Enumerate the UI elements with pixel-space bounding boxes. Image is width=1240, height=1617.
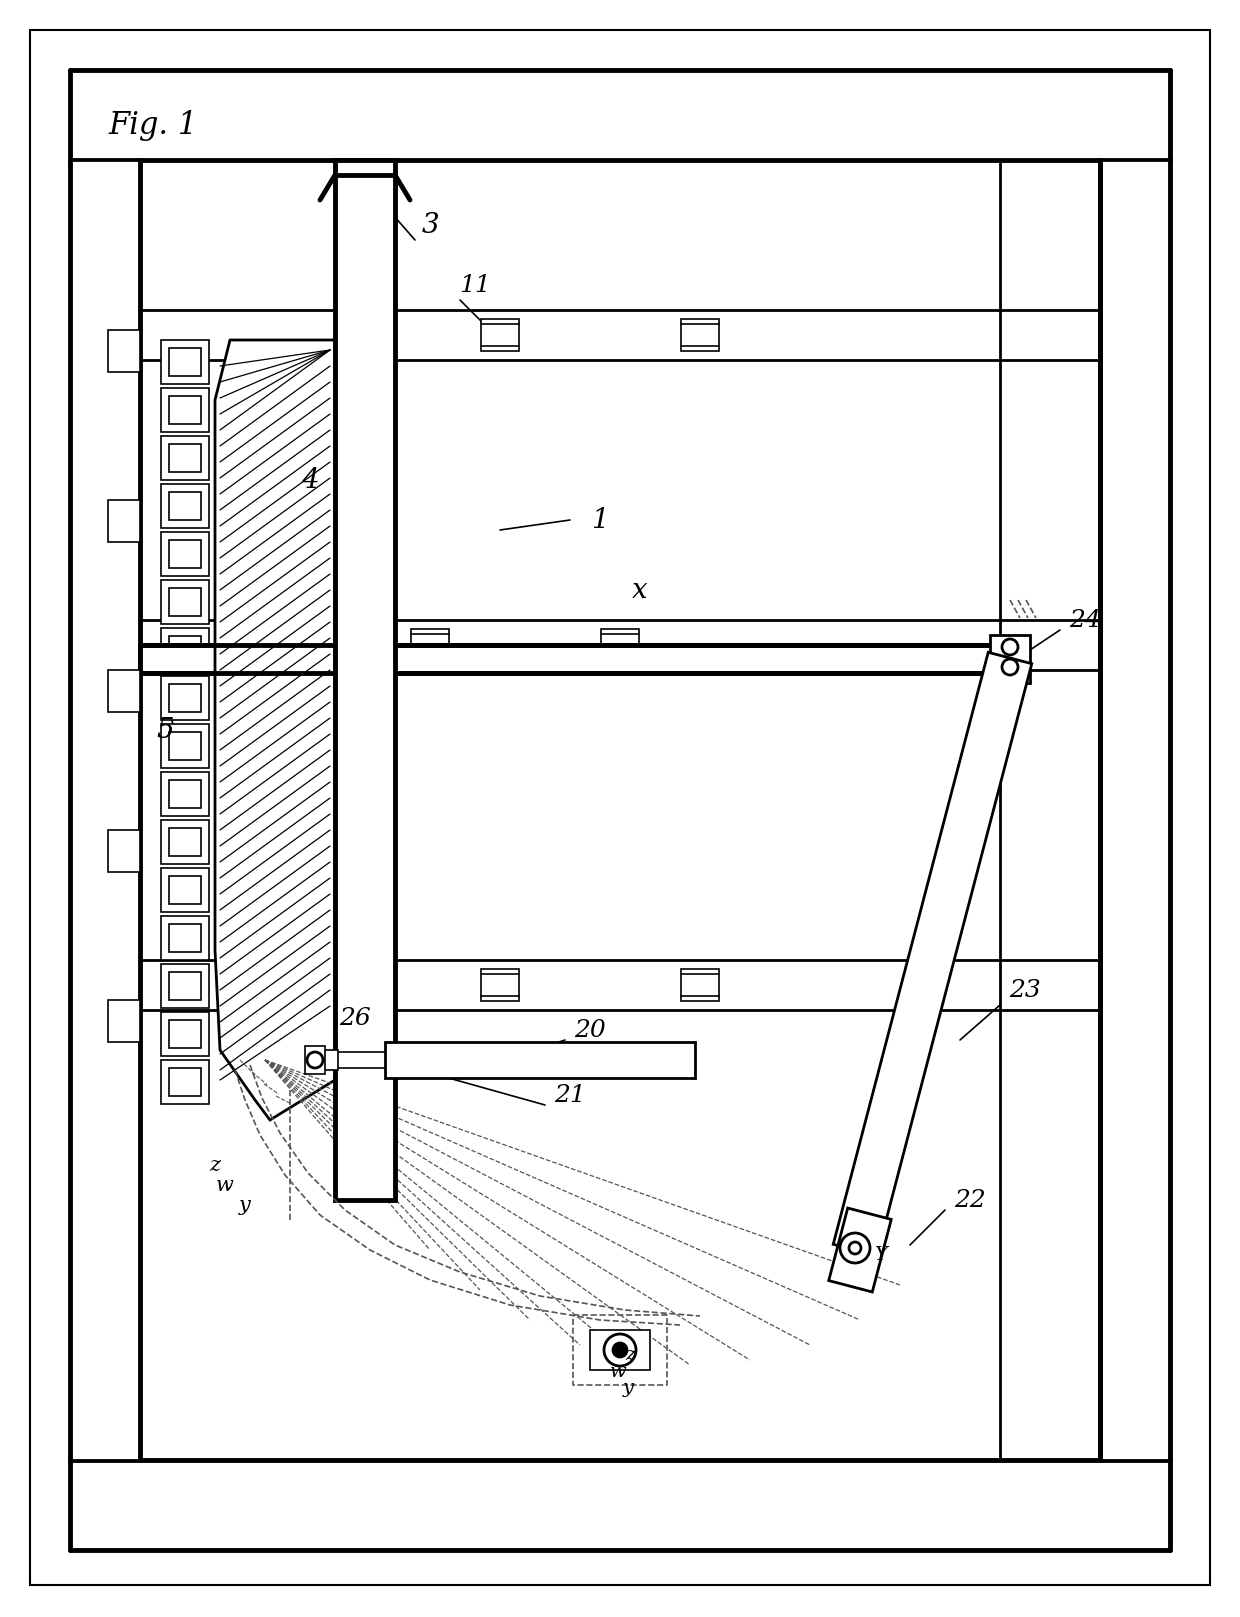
Bar bbox=[140, 645, 999, 673]
Text: 11: 11 bbox=[459, 273, 491, 296]
Bar bbox=[169, 876, 201, 904]
Bar bbox=[481, 319, 520, 351]
Text: Y: Y bbox=[873, 1247, 887, 1264]
Bar bbox=[169, 635, 201, 665]
Bar bbox=[169, 396, 201, 424]
Bar bbox=[69, 160, 140, 1460]
Bar bbox=[410, 629, 449, 661]
Text: 22: 22 bbox=[954, 1188, 986, 1211]
Circle shape bbox=[604, 1334, 636, 1366]
Bar bbox=[335, 160, 396, 1200]
Bar bbox=[161, 915, 210, 960]
Bar bbox=[161, 532, 210, 576]
Bar bbox=[161, 1061, 210, 1104]
Bar bbox=[169, 492, 201, 521]
Bar bbox=[481, 969, 520, 1001]
Bar bbox=[384, 1041, 694, 1079]
Bar bbox=[161, 964, 210, 1007]
Polygon shape bbox=[215, 340, 335, 1121]
Text: Fig. 1: Fig. 1 bbox=[108, 110, 197, 141]
Bar bbox=[161, 388, 210, 432]
Bar bbox=[990, 635, 1030, 682]
Text: w: w bbox=[610, 1363, 626, 1381]
Circle shape bbox=[849, 1242, 861, 1255]
Bar bbox=[169, 348, 201, 377]
Circle shape bbox=[308, 1053, 322, 1067]
Bar bbox=[161, 483, 210, 529]
Polygon shape bbox=[828, 1208, 892, 1292]
Bar bbox=[161, 340, 210, 383]
Bar bbox=[161, 676, 210, 720]
Circle shape bbox=[613, 1344, 627, 1357]
Bar bbox=[161, 868, 210, 912]
Circle shape bbox=[839, 1234, 870, 1263]
Bar bbox=[161, 771, 210, 817]
Text: x: x bbox=[632, 577, 647, 603]
Text: z: z bbox=[210, 1156, 221, 1174]
Text: 4: 4 bbox=[301, 466, 319, 493]
Text: y: y bbox=[239, 1195, 250, 1214]
Text: 21: 21 bbox=[554, 1083, 585, 1106]
Bar bbox=[169, 779, 201, 808]
Bar bbox=[169, 684, 201, 711]
Bar bbox=[169, 828, 201, 855]
Bar bbox=[169, 445, 201, 472]
Bar bbox=[169, 733, 201, 760]
Bar bbox=[590, 1331, 650, 1370]
Circle shape bbox=[1002, 660, 1018, 674]
Text: z: z bbox=[625, 1345, 635, 1365]
Bar bbox=[161, 1012, 210, 1056]
Bar bbox=[169, 923, 201, 952]
Bar bbox=[69, 70, 1171, 160]
Text: 3: 3 bbox=[422, 212, 439, 238]
Text: 5: 5 bbox=[156, 716, 174, 744]
Bar bbox=[161, 820, 210, 863]
Polygon shape bbox=[833, 652, 1032, 1256]
Text: 23: 23 bbox=[1009, 978, 1040, 1001]
Text: 24: 24 bbox=[1069, 608, 1101, 632]
Bar bbox=[169, 1020, 201, 1048]
Text: 20: 20 bbox=[574, 1019, 606, 1041]
Text: 1: 1 bbox=[591, 506, 609, 534]
Bar bbox=[1100, 160, 1171, 1460]
Bar bbox=[320, 1049, 339, 1070]
Bar bbox=[681, 969, 719, 1001]
Bar bbox=[161, 581, 210, 624]
Bar bbox=[108, 999, 140, 1041]
Bar bbox=[161, 627, 210, 673]
Bar bbox=[69, 1460, 1171, 1551]
Bar bbox=[305, 1046, 325, 1074]
Bar bbox=[681, 319, 719, 351]
Text: y: y bbox=[622, 1379, 634, 1397]
Bar bbox=[108, 500, 140, 542]
Bar bbox=[108, 830, 140, 872]
Text: w: w bbox=[216, 1176, 234, 1195]
Bar bbox=[169, 972, 201, 999]
Circle shape bbox=[1002, 639, 1018, 655]
Bar bbox=[169, 589, 201, 616]
Bar bbox=[169, 540, 201, 568]
Bar bbox=[161, 724, 210, 768]
Bar bbox=[108, 330, 140, 372]
Bar bbox=[169, 1067, 201, 1096]
Text: 26: 26 bbox=[339, 1006, 371, 1030]
Bar bbox=[108, 669, 140, 711]
Bar bbox=[601, 629, 639, 661]
Bar bbox=[161, 437, 210, 480]
